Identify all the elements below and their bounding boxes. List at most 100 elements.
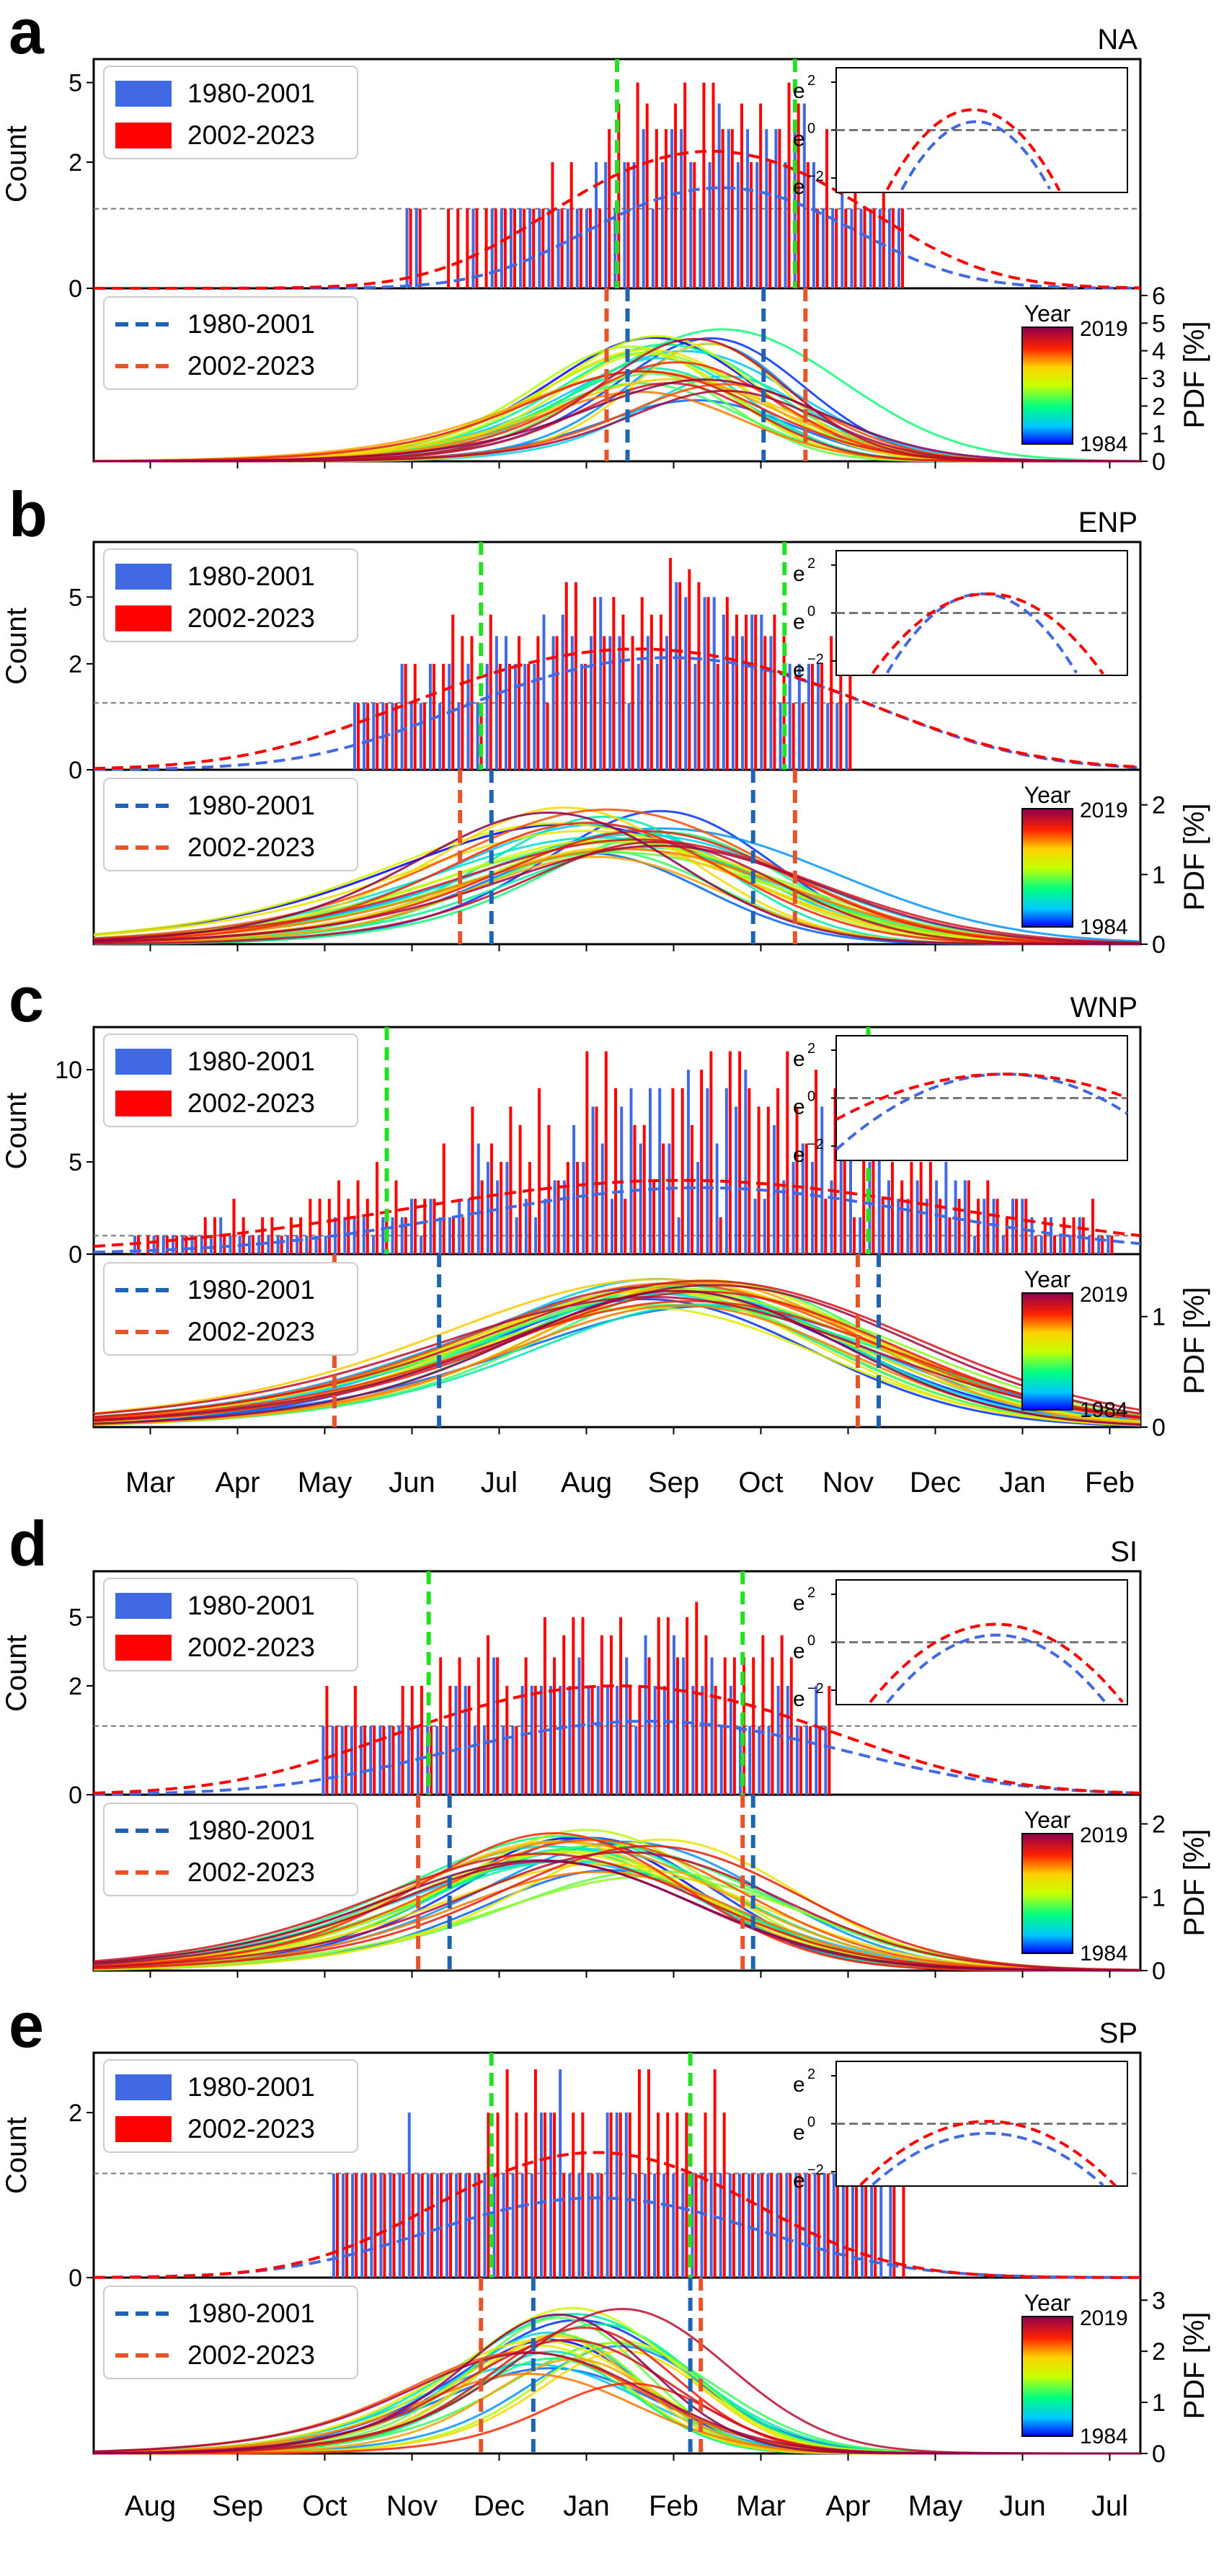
y-axis-label: Count bbox=[1, 1635, 32, 1712]
bar-early bbox=[152, 1235, 156, 1254]
bar-late bbox=[366, 703, 370, 770]
bar-early bbox=[556, 208, 560, 288]
bar-late bbox=[645, 103, 649, 288]
bar-early bbox=[464, 1686, 467, 1795]
bar-late bbox=[848, 664, 852, 770]
bar-late bbox=[422, 703, 426, 770]
pdf-tick-label: 0 bbox=[1152, 1958, 1166, 1985]
bar-late bbox=[185, 1235, 188, 1254]
bar-early bbox=[706, 1088, 709, 1254]
bar-late bbox=[928, 1162, 932, 1254]
bar-early bbox=[696, 1162, 700, 1254]
bar-early bbox=[824, 1726, 828, 1795]
bar-early bbox=[587, 1686, 590, 1795]
bar-late bbox=[776, 1088, 780, 1254]
bar-early bbox=[343, 1217, 347, 1254]
bar-early bbox=[340, 1726, 344, 1795]
bar-early bbox=[321, 1726, 325, 1795]
bar-late bbox=[754, 614, 758, 770]
pdf-tick-label: 0 bbox=[1152, 931, 1166, 959]
bar-early bbox=[807, 664, 810, 770]
bar-early bbox=[474, 2173, 477, 2278]
bar-early bbox=[782, 1180, 786, 1254]
bar-late bbox=[430, 1726, 433, 1795]
bar-early bbox=[482, 1726, 486, 1795]
bar-late bbox=[704, 1635, 708, 1795]
inset-log-ratio: e 2e 0e −2 bbox=[793, 2061, 1128, 2193]
pdf-axis-label: PDF [%] bbox=[1179, 804, 1210, 911]
bar-late bbox=[364, 2173, 368, 2278]
bar-late bbox=[621, 614, 625, 770]
fit-curve-early bbox=[93, 1186, 1141, 1254]
bar-early bbox=[331, 1726, 334, 1795]
bar-early bbox=[851, 2173, 855, 2278]
bar-early bbox=[389, 2173, 392, 2278]
bar-early bbox=[870, 2173, 874, 2278]
bar-early bbox=[869, 208, 872, 288]
bar-early bbox=[611, 1199, 614, 1254]
bar-early bbox=[438, 1217, 442, 1254]
bar-early bbox=[209, 1235, 213, 1254]
bar-early bbox=[634, 2173, 637, 2278]
x-tick-label: Dec bbox=[910, 1467, 961, 1498]
bar-early bbox=[582, 1162, 585, 1254]
bar-late bbox=[382, 1726, 386, 1795]
bar-early bbox=[591, 1106, 595, 1254]
bar-late bbox=[714, 1686, 717, 1795]
legend-swatch bbox=[115, 1049, 172, 1075]
bar-late bbox=[507, 664, 511, 770]
pdf-curve-year bbox=[93, 811, 1140, 946]
bar-late bbox=[363, 1726, 367, 1795]
bar-late bbox=[439, 2173, 443, 2278]
bar-late bbox=[496, 2113, 500, 2278]
bar-late bbox=[675, 1657, 679, 1795]
legend-entry: 2002-2023 bbox=[187, 832, 315, 862]
pdf-curves-group bbox=[93, 1829, 1141, 1972]
bar-early bbox=[568, 1686, 572, 1795]
bar-early bbox=[285, 1235, 289, 1254]
bar-early bbox=[758, 1726, 761, 1795]
bar-early bbox=[750, 614, 754, 770]
bar-early bbox=[566, 208, 569, 288]
bar-late bbox=[165, 1235, 169, 1254]
x-tick-label: Jul bbox=[481, 1467, 518, 1498]
bar-late bbox=[335, 2173, 339, 2278]
bar-early bbox=[596, 1686, 600, 1795]
pdf-tick-label: 1 bbox=[1152, 421, 1166, 448]
bar-late bbox=[732, 2173, 735, 2278]
legend-entry: 1980-2001 bbox=[187, 561, 315, 591]
bar-late bbox=[766, 1106, 770, 1254]
bar-late bbox=[798, 2173, 802, 2278]
bar-late bbox=[787, 82, 791, 289]
bar-late bbox=[543, 1617, 546, 1795]
bar-early bbox=[817, 664, 820, 770]
inset-curve bbox=[869, 1622, 1124, 1703]
bar-late bbox=[543, 2113, 546, 2278]
bar-late bbox=[538, 1088, 541, 1254]
bar-early bbox=[305, 1235, 309, 1254]
bar-late bbox=[642, 1124, 646, 1254]
pdf-curve-year bbox=[93, 821, 1140, 946]
bar-late bbox=[467, 1686, 471, 1795]
bar-late bbox=[910, 1162, 913, 1254]
legend-entry: 1980-2001 bbox=[187, 2299, 315, 2328]
y-tick-label: 5 bbox=[68, 1604, 82, 1632]
inset-tick-exponent: 0 bbox=[807, 121, 815, 137]
bar-late bbox=[919, 1162, 923, 1254]
bar-late bbox=[477, 2173, 481, 2278]
bar-early bbox=[629, 1088, 633, 1254]
colorbar-gradient bbox=[1021, 2316, 1073, 2437]
bar-early bbox=[538, 208, 541, 288]
bar-early bbox=[445, 2173, 449, 2278]
bar-late bbox=[830, 636, 833, 770]
bar-early bbox=[835, 703, 839, 770]
inset-tick-base: e bbox=[793, 2073, 805, 2097]
bar-late bbox=[853, 161, 857, 288]
bar-late bbox=[659, 614, 662, 770]
bar-late bbox=[666, 2113, 670, 2278]
colorbar-min-label: 1984 bbox=[1080, 915, 1128, 939]
bar-late bbox=[628, 2113, 631, 2278]
bar-early bbox=[774, 129, 778, 288]
